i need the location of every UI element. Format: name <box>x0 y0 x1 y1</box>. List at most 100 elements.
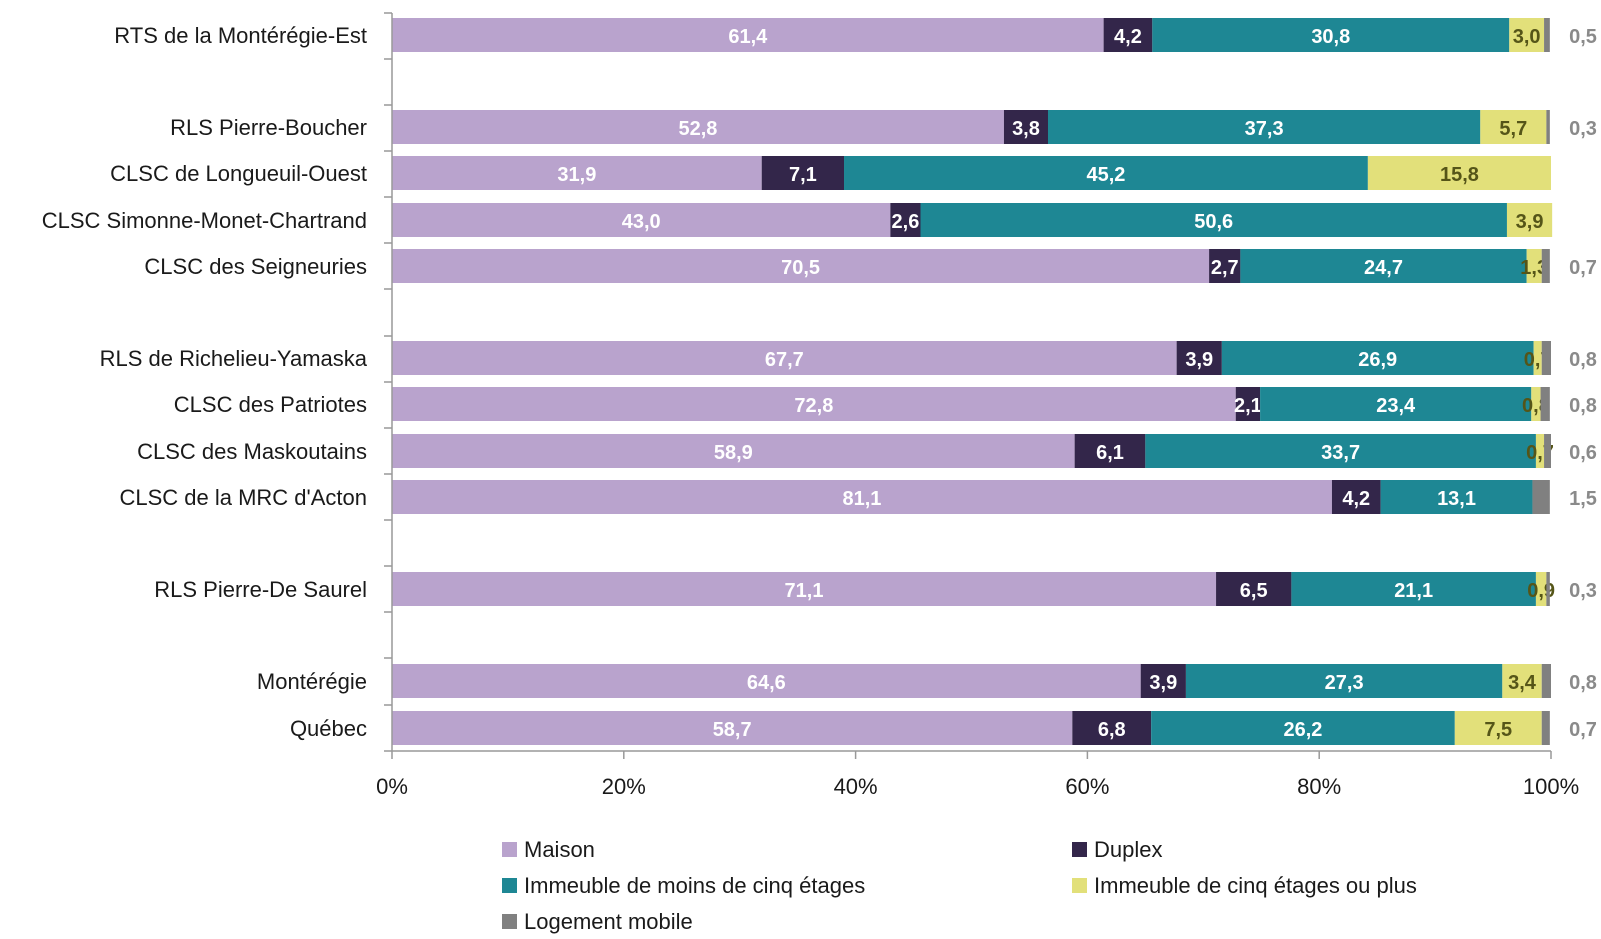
bar-segment <box>1260 387 1532 421</box>
legend-label: Immeuble de moins de cinq étages <box>524 873 865 898</box>
x-axis: 0% 20% 40% 60% 80% 100% <box>376 12 1579 799</box>
data-label: 0,6 <box>1569 442 1597 464</box>
data-label: 26,2 <box>1284 719 1323 741</box>
data-label: 0,3 <box>1569 580 1597 602</box>
bar-segment <box>1506 203 1553 237</box>
data-label: 24,7 <box>1364 257 1403 279</box>
bar-segment <box>844 156 1368 190</box>
data-label: 3,8 <box>1012 118 1040 140</box>
data-label: 64,6 <box>747 672 786 694</box>
x-tick-label: 100% <box>1523 774 1579 799</box>
data-label: 58,9 <box>714 442 753 464</box>
bar-segment <box>1367 156 1551 190</box>
bar-segment <box>1221 341 1534 375</box>
data-label: 3,0 <box>1513 26 1541 48</box>
bar-segment <box>1502 664 1542 698</box>
category-label-clsc-des-seigneuries: CLSC des Seigneuries <box>144 254 367 279</box>
bar-segment <box>392 434 1075 468</box>
legend-swatch <box>502 878 517 893</box>
data-label: 30,8 <box>1311 26 1350 48</box>
bar-segment <box>1509 18 1545 52</box>
category-label-rts-de-la-monteregie-est: RTS de la Montérégie-Est <box>114 23 367 48</box>
bar-segment <box>392 572 1217 606</box>
data-label: 4,2 <box>1342 488 1370 510</box>
bar-segment <box>392 249 1210 283</box>
legend-swatch <box>502 842 517 857</box>
data-label: 0,8 <box>1569 349 1597 371</box>
category-labels: RTS de la Montérégie-Est RLS Pierre-Bouch… <box>42 23 368 741</box>
category-label-rls-pierre-de-saurel: RLS Pierre-De Saurel <box>154 577 367 602</box>
bar-segment <box>1541 664 1551 698</box>
data-label: 67,7 <box>765 349 804 371</box>
data-label: 13,1 <box>1437 488 1476 510</box>
data-label: 3,9 <box>1516 211 1544 233</box>
data-label: 3,9 <box>1149 672 1177 694</box>
category-label-quebec: Québec <box>290 716 367 741</box>
x-tick-label: 80% <box>1297 774 1341 799</box>
bar-segment <box>1535 572 1547 606</box>
data-label: 2,1 <box>1234 395 1262 417</box>
bar-segment <box>890 203 921 237</box>
bar-segment <box>920 203 1507 237</box>
data-label: 4,2 <box>1114 26 1142 48</box>
bar-segment <box>1531 387 1541 421</box>
bar-segment <box>1074 434 1146 468</box>
legend-label: Immeuble de cinq étages ou plus <box>1094 873 1417 898</box>
legend-swatch <box>1072 878 1087 893</box>
data-label: 6,5 <box>1240 580 1268 602</box>
x-tick-label: 20% <box>602 774 646 799</box>
bar-segment <box>1003 110 1048 144</box>
category-label-rls-pierre-boucher: RLS Pierre-Boucher <box>170 115 367 140</box>
x-tick-label: 0% <box>376 774 408 799</box>
bar-segment <box>1216 572 1292 606</box>
data-label: 70,5 <box>781 257 820 279</box>
data-label: 81,1 <box>843 488 882 510</box>
bar-segment <box>1151 711 1455 745</box>
bar-segment <box>1331 480 1381 514</box>
bar-segment <box>1532 480 1550 514</box>
bar-segment <box>1535 434 1545 468</box>
bar-segment <box>1240 249 1527 283</box>
data-label: 0,8 <box>1569 672 1597 694</box>
bar-segment <box>1209 249 1241 283</box>
bar-segment <box>392 156 762 190</box>
data-label: 52,8 <box>679 118 718 140</box>
data-label: 6,1 <box>1096 442 1124 464</box>
legend-label: Maison <box>524 837 595 862</box>
category-label-monteregie: Montérégie <box>257 669 367 694</box>
x-tick-label: 60% <box>1065 774 1109 799</box>
bar-segment <box>1544 18 1550 52</box>
bar-segment <box>1291 572 1536 606</box>
data-label: 33,7 <box>1321 442 1360 464</box>
data-label: 27,3 <box>1325 672 1364 694</box>
bar-segment <box>392 711 1073 745</box>
bar-segment <box>1526 249 1542 283</box>
data-label: 50,6 <box>1194 211 1233 233</box>
data-label: 71,1 <box>785 580 824 602</box>
bar-segment <box>1185 664 1503 698</box>
data-label: 15,8 <box>1440 164 1479 186</box>
data-label: 7,5 <box>1484 719 1512 741</box>
data-label: 2,7 <box>1211 257 1239 279</box>
category-label-clsc-des-maskoutains: CLSC des Maskoutains <box>137 439 367 464</box>
data-label: 61,4 <box>728 26 768 48</box>
data-label: 1,5 <box>1569 488 1597 510</box>
x-tick-label: 40% <box>834 774 878 799</box>
legend-label: Logement mobile <box>524 909 693 934</box>
bar-segment <box>1541 341 1551 375</box>
data-label: 7,1 <box>789 164 817 186</box>
data-label: 31,9 <box>557 164 596 186</box>
data-label: 6,8 <box>1098 719 1126 741</box>
bar-segment <box>1540 387 1550 421</box>
bar-segment <box>1454 711 1542 745</box>
legend-swatch <box>1072 842 1087 857</box>
data-label: 0,9 <box>1527 580 1555 602</box>
bar-segment <box>1152 18 1510 52</box>
data-label: 43,0 <box>622 211 661 233</box>
bar-segment <box>1047 110 1481 144</box>
data-label: 37,3 <box>1245 118 1284 140</box>
bar-segment <box>392 110 1004 144</box>
data-label: 0,8 <box>1569 395 1597 417</box>
bar-segment <box>392 387 1236 421</box>
